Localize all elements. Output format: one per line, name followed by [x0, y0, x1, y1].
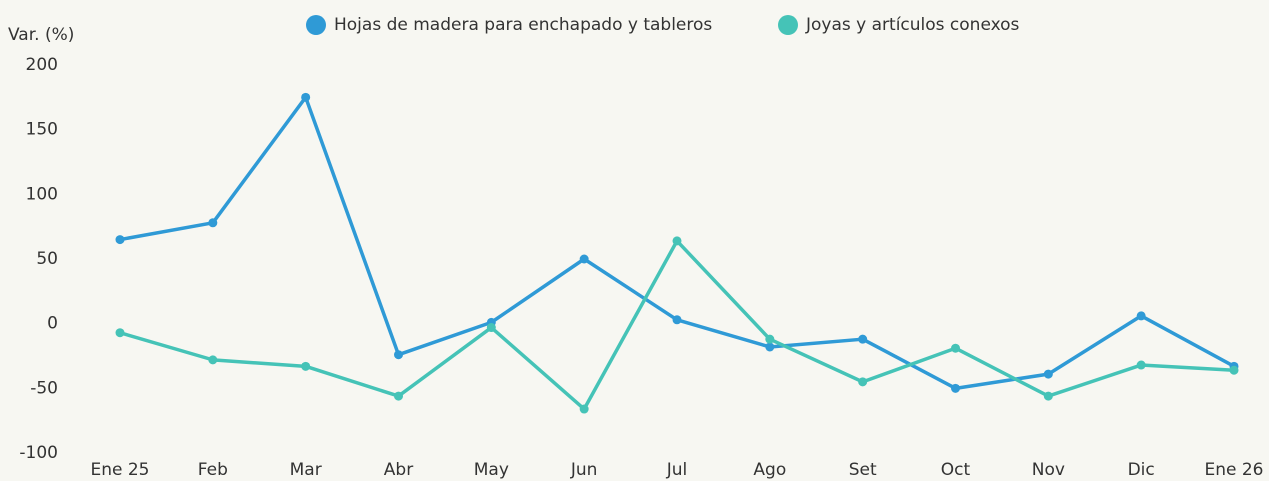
y-tick-label: -100 — [19, 443, 58, 463]
data-point — [672, 236, 682, 246]
y-tick-label: 100 — [26, 184, 58, 204]
legend-swatch — [778, 15, 798, 35]
data-point — [115, 328, 125, 338]
x-tick-label: Jul — [666, 460, 688, 480]
data-point — [951, 383, 960, 393]
data-point — [1229, 365, 1239, 375]
legend-swatch — [306, 15, 326, 35]
data-point — [858, 334, 868, 344]
x-tick-label: Ago — [753, 460, 786, 480]
data-point — [301, 92, 311, 102]
data-point — [301, 361, 311, 371]
x-tick-label: Nov — [1032, 460, 1065, 480]
data-point — [115, 235, 125, 245]
x-tick-label: Ene 25 — [90, 460, 149, 480]
x-tick-label: May — [474, 460, 509, 480]
data-point — [672, 315, 682, 325]
data-point — [394, 391, 403, 401]
data-point — [765, 342, 775, 352]
data-point — [208, 355, 218, 365]
y-axis-label: Var. (%) — [8, 25, 74, 45]
y-tick-label: -50 — [30, 378, 58, 398]
x-tick-label: Ene 26 — [1204, 460, 1263, 480]
y-tick-label: 150 — [26, 120, 58, 140]
x-tick-label: Oct — [941, 460, 971, 480]
y-tick-label: 0 — [47, 314, 58, 334]
x-tick-label: Set — [849, 460, 877, 480]
data-point — [394, 350, 403, 360]
x-tick-label: Feb — [198, 460, 228, 480]
legend-label: Hojas de madera para enchapado y tablero… — [334, 15, 712, 35]
data-point — [951, 343, 960, 353]
y-tick-label: 200 — [26, 55, 58, 75]
x-tick-label: Mar — [290, 460, 322, 480]
data-point — [858, 377, 868, 387]
data-point — [1043, 391, 1053, 401]
data-point — [765, 334, 775, 344]
data-point — [579, 254, 589, 264]
data-point — [579, 404, 589, 414]
y-tick-label: 50 — [36, 249, 58, 269]
x-tick-label: Dic — [1128, 460, 1155, 480]
x-tick-label: Abr — [384, 460, 413, 480]
data-point — [1136, 311, 1146, 321]
x-tick-label: Jun — [570, 460, 598, 480]
data-point — [1136, 360, 1146, 370]
data-point — [1043, 369, 1053, 379]
series-line — [119, 239, 1235, 411]
data-point — [208, 218, 218, 228]
legend-label: Joyas y artículos conexos — [805, 15, 1020, 35]
data-point — [486, 323, 496, 333]
